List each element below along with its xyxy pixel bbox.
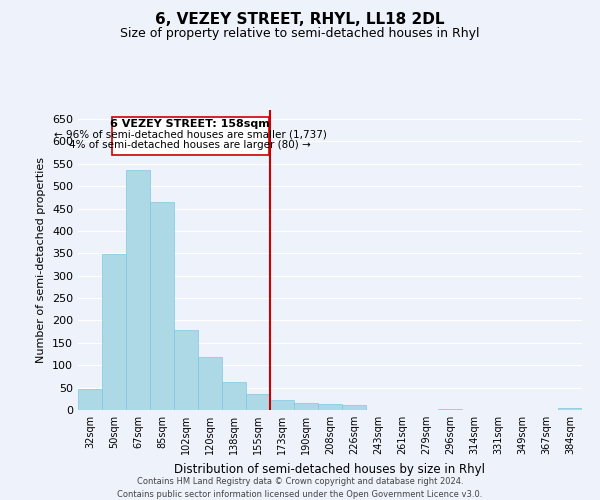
Bar: [558, 408, 582, 410]
X-axis label: Distribution of semi-detached houses by size in Rhyl: Distribution of semi-detached houses by …: [175, 462, 485, 475]
Text: 6, VEZEY STREET, RHYL, LL18 2DL: 6, VEZEY STREET, RHYL, LL18 2DL: [155, 12, 445, 28]
Text: Contains public sector information licensed under the Open Government Licence v3: Contains public sector information licen…: [118, 490, 482, 499]
Bar: [438, 408, 462, 410]
Bar: [270, 400, 294, 410]
Bar: [78, 390, 102, 410]
Bar: [222, 382, 246, 410]
Text: Contains HM Land Registry data © Crown copyright and database right 2024.: Contains HM Land Registry data © Crown c…: [137, 478, 463, 486]
Bar: [342, 404, 366, 410]
Y-axis label: Number of semi-detached properties: Number of semi-detached properties: [37, 157, 46, 363]
Text: 6 VEZEY STREET: 158sqm: 6 VEZEY STREET: 158sqm: [110, 120, 270, 130]
Bar: [150, 202, 174, 410]
Bar: [198, 357, 222, 410]
Bar: [102, 254, 126, 410]
FancyBboxPatch shape: [112, 116, 269, 155]
Bar: [294, 403, 318, 410]
Text: 4% of semi-detached houses are larger (80) →: 4% of semi-detached houses are larger (8…: [70, 140, 311, 150]
Bar: [174, 330, 198, 410]
Text: ← 96% of semi-detached houses are smaller (1,737): ← 96% of semi-detached houses are smalle…: [54, 130, 326, 140]
Text: Size of property relative to semi-detached houses in Rhyl: Size of property relative to semi-detach…: [120, 28, 480, 40]
Bar: [246, 394, 270, 410]
Bar: [318, 404, 342, 410]
Bar: [126, 170, 150, 410]
